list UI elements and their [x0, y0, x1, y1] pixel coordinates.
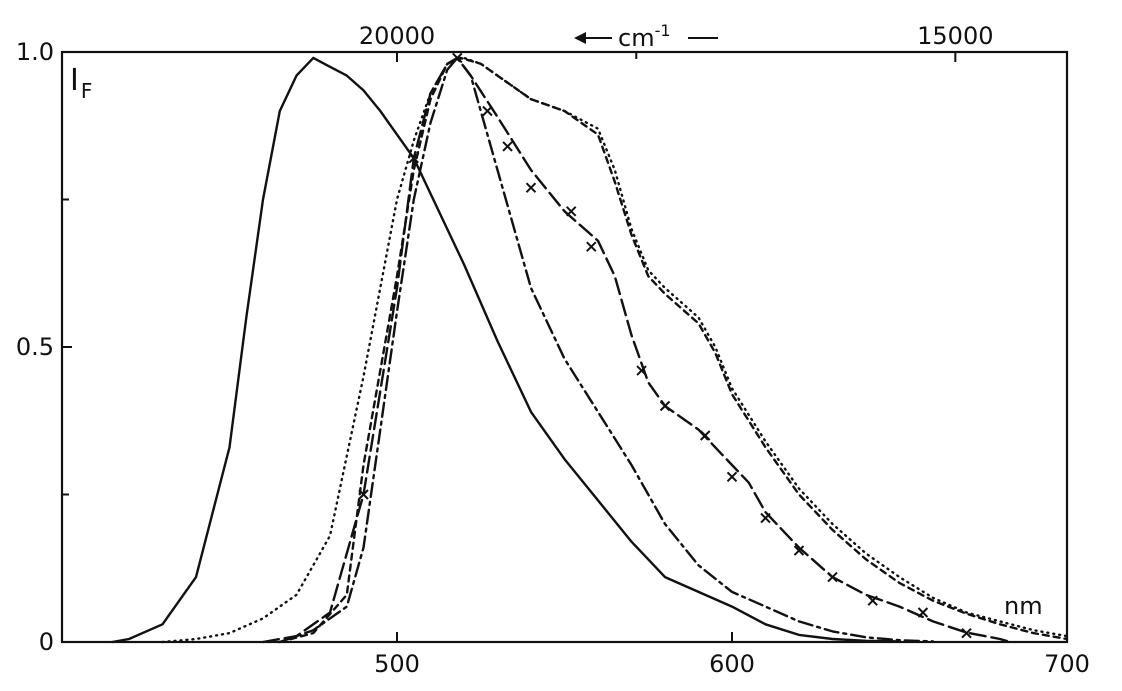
top-axis-label-superscript: -1: [655, 21, 671, 40]
marker-stroke: [961, 627, 972, 639]
series-marker: [636, 365, 647, 376]
series-dotted-line: [161, 56, 1069, 644]
series-marker: [586, 241, 597, 252]
x-tick-label: 500: [374, 650, 420, 678]
series-marker: [827, 571, 838, 583]
series-marker: [760, 512, 771, 524]
marker-stroke: [636, 365, 647, 376]
y-tick-label: 0: [39, 628, 54, 656]
series-marker: [726, 471, 738, 483]
series-marker: [867, 595, 878, 606]
marker-stroke: [793, 545, 805, 556]
series-layer: [111, 52, 1069, 644]
series-dashed-line: [278, 56, 1069, 644]
series-marker: [482, 105, 493, 117]
marker-stroke: [659, 400, 671, 412]
top-axis-label: cm-1: [618, 21, 671, 52]
marker-stroke: [726, 471, 738, 483]
x-tick-label: 700: [1044, 650, 1090, 678]
series-marker: [917, 607, 929, 618]
y-axis-label-main: I: [70, 63, 79, 98]
series-marker: [525, 182, 537, 193]
marker-stroke: [917, 607, 929, 618]
plot-frame: [60, 50, 1069, 644]
marker-stroke: [482, 105, 493, 117]
series-dashdot-line: [278, 56, 935, 644]
top-axis-label-main: cm: [618, 24, 655, 52]
marker-stroke: [565, 206, 577, 217]
marker-stroke: [586, 241, 597, 252]
series-dashed-x-line: [261, 56, 1012, 644]
x-axis-label: nm: [1004, 592, 1043, 620]
top-tick-label: 20000: [359, 22, 435, 50]
axis-tick-labels: 500 600 700 0 0.5 1.0 20000 15000: [16, 22, 1090, 678]
series-marker: [961, 627, 972, 639]
x-tick-label: 600: [709, 650, 755, 678]
top-axis-arrow-head: [574, 32, 586, 44]
marker-stroke: [867, 595, 878, 606]
marker-stroke: [827, 571, 838, 583]
marker-stroke: [699, 430, 711, 441]
marker-stroke: [358, 489, 369, 500]
series-marker: [659, 400, 671, 412]
top-axis-unit: cm-1: [574, 21, 718, 52]
series-marker: [565, 206, 577, 217]
series-marker: [793, 545, 805, 556]
y-tick-label: 1.0: [16, 38, 54, 66]
series-marker: [699, 430, 711, 441]
y-axis-label-subscript: F: [81, 79, 93, 103]
series-marker: [502, 141, 513, 152]
y-tick-label: 0.5: [16, 333, 54, 361]
top-tick-label: 15000: [917, 22, 993, 50]
axis-ticks: [62, 51, 1068, 643]
marker-stroke: [525, 182, 537, 193]
marker-stroke: [502, 141, 513, 152]
marker-stroke: [760, 512, 771, 524]
